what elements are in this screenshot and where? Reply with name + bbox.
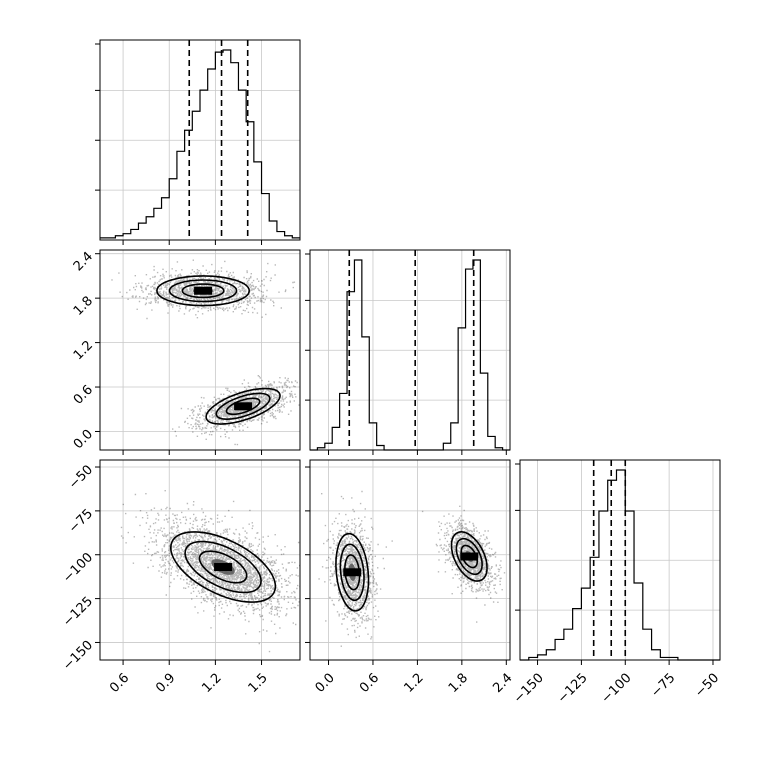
joint-content — [318, 490, 506, 647]
x-axis-2: −150 −125 −100 −75 −50 — [511, 660, 722, 707]
density-peak — [194, 286, 213, 295]
histogram-panel-0 — [95, 39, 301, 241]
density-contour-1 — [339, 543, 365, 602]
x-tick-label: 1.5 — [246, 671, 271, 696]
x-tick-label: 0.6 — [107, 671, 132, 696]
x-tick-label: 0.6 — [357, 671, 382, 696]
density-peak — [234, 402, 253, 411]
histogram-panel-1 — [305, 249, 511, 451]
density-contour-2 — [198, 550, 248, 584]
y-tick-label: 2.4 — [71, 249, 96, 274]
x-tick-label: −150 — [511, 671, 547, 707]
panel-frame — [309, 459, 511, 661]
sample-points — [120, 490, 300, 653]
x-tick-label: 0.0 — [313, 671, 338, 696]
density-contour-2 — [181, 283, 225, 299]
density-contour-1 — [455, 537, 483, 576]
density-contour-0 — [205, 387, 281, 425]
mode-1 — [421, 505, 506, 623]
y-tick-label: −75 — [66, 506, 96, 536]
joint-panel-0-2 — [99, 459, 301, 661]
x-tick-label: 2.4 — [490, 671, 515, 696]
histogram-step — [310, 259, 510, 451]
y-tick-label: 1.8 — [71, 294, 96, 319]
joint-panel-1-2 — [309, 459, 511, 661]
mode-1 — [172, 375, 300, 446]
density-contour-2 — [225, 397, 261, 416]
panel-frame — [519, 459, 721, 661]
histogram-step — [520, 469, 720, 661]
x-tick-label: 1.8 — [446, 671, 471, 696]
density-contour-0 — [169, 531, 277, 603]
histogram-step — [100, 49, 300, 239]
density-contour-0 — [450, 531, 488, 582]
x-axis-1: 0.0 0.6 1.2 1.8 2.4 — [313, 450, 516, 696]
joint-content — [120, 490, 300, 653]
histogram-panel-2 — [515, 459, 721, 661]
y-tick-label: 1.2 — [71, 338, 96, 363]
panel-frame — [99, 249, 301, 451]
y-axis-1: 0.0 0.6 1.2 1.8 2.4 — [71, 249, 100, 452]
joint-content — [111, 259, 300, 446]
density-contour-0 — [156, 275, 251, 307]
mode-0 — [111, 259, 296, 320]
y-tick-label: −125 — [60, 594, 96, 630]
density-peak — [460, 552, 479, 561]
y-tick-label: −100 — [60, 550, 96, 586]
mode-0 — [318, 490, 393, 647]
density-contour-1 — [184, 540, 262, 594]
y-tick-label: −50 — [66, 462, 96, 492]
x-tick-label: −75 — [648, 671, 678, 701]
mode-0 — [120, 490, 300, 653]
x-tick-label: 1.2 — [199, 671, 224, 696]
sample-points — [421, 505, 506, 623]
density-contour-1 — [168, 279, 238, 303]
panel-frame — [99, 459, 301, 661]
density-contour-1 — [215, 392, 271, 420]
density-peak — [343, 568, 362, 577]
y-tick-label: 0.0 — [71, 427, 96, 452]
sample-points — [111, 259, 296, 320]
density-peak — [214, 563, 233, 572]
joint-panel-0-1 — [99, 249, 301, 451]
y-tick-label: 0.6 — [71, 382, 96, 407]
x-tick-label: 1.2 — [401, 671, 426, 696]
x-tick-label: −125 — [555, 671, 591, 707]
y-tick-label: −150 — [60, 638, 96, 674]
density-contour-0 — [335, 532, 370, 612]
panel-frame — [309, 249, 511, 451]
panel-frame — [99, 39, 301, 241]
x-tick-label: −100 — [599, 671, 635, 707]
x-tick-label: 0.9 — [153, 671, 178, 696]
x-tick-label: −50 — [692, 671, 722, 701]
